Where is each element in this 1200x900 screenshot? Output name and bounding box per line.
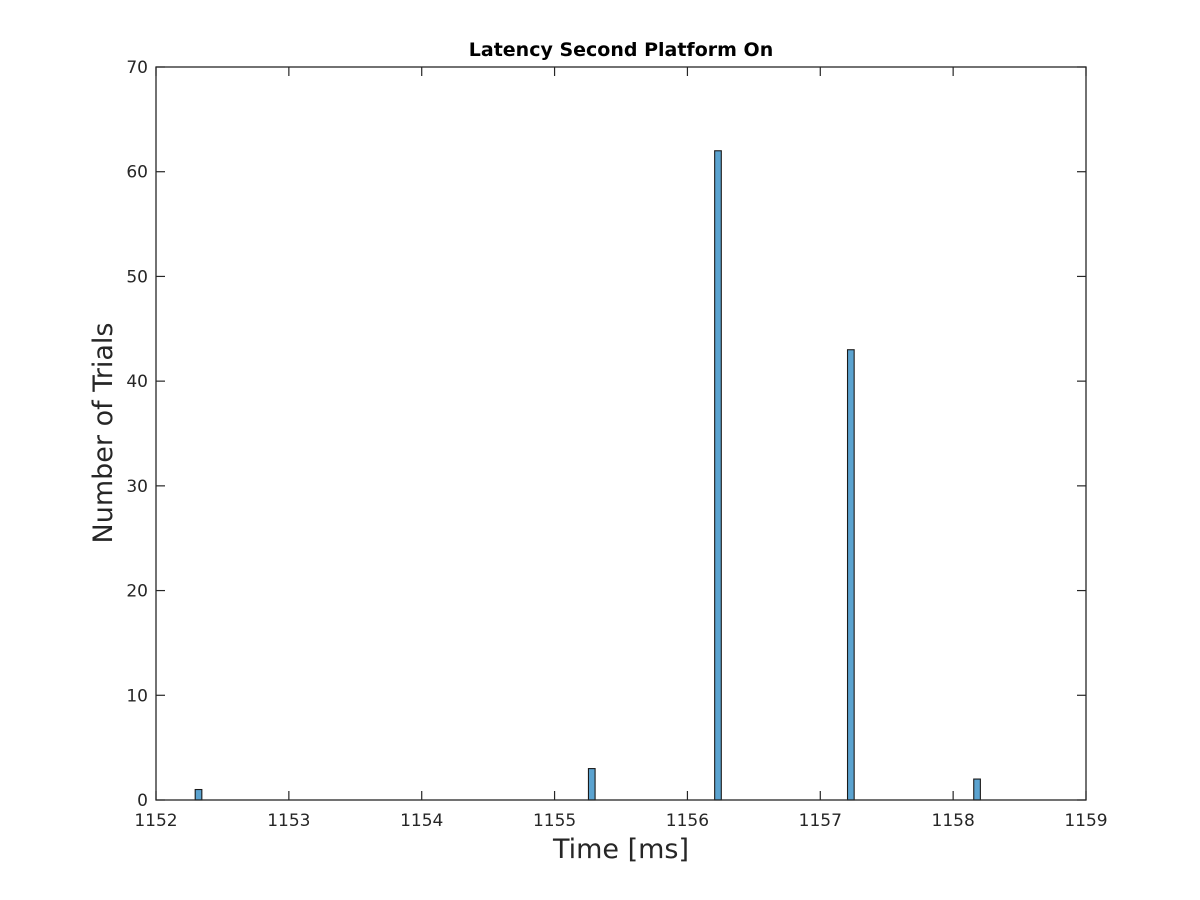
y-tick-label: 20	[126, 582, 148, 602]
x-tick-label: 1152	[134, 811, 177, 831]
y-tick-label: 10	[126, 686, 148, 706]
y-tick-label: 40	[126, 372, 148, 392]
histogram-bar	[714, 150, 722, 801]
x-tick-label: 1153	[267, 811, 310, 831]
x-tick-label: 1156	[666, 811, 709, 831]
x-tick-label: 1155	[533, 811, 576, 831]
x-tick-label: 1154	[400, 811, 443, 831]
histogram-bar	[973, 778, 981, 801]
x-tick-label: 1159	[1064, 811, 1107, 831]
x-tick-label: 1157	[799, 811, 842, 831]
bars-group	[194, 150, 981, 801]
x-axis-ticks: 1152 1153 1154 1155 1156 1157 1158 1159	[134, 67, 1108, 831]
y-tick-label: 60	[126, 163, 148, 183]
y-axis-ticks: 0 10 20 30 40 50 60 70	[126, 58, 1086, 811]
y-tick-label: 50	[126, 267, 148, 287]
histogram-bar	[846, 349, 855, 801]
y-axis-label: Number of Trials	[88, 323, 119, 544]
x-tick-label: 1158	[932, 811, 975, 831]
x-axis-label: Time [ms]	[552, 834, 689, 865]
y-tick-label: 0	[137, 791, 148, 811]
plot-frame	[155, 66, 1087, 801]
chart-title: Latency Second Platform On	[469, 39, 773, 61]
histogram-bar	[587, 768, 596, 801]
histogram-bar	[194, 788, 203, 801]
y-tick-label: 30	[126, 477, 148, 497]
y-tick-label: 70	[126, 58, 148, 78]
